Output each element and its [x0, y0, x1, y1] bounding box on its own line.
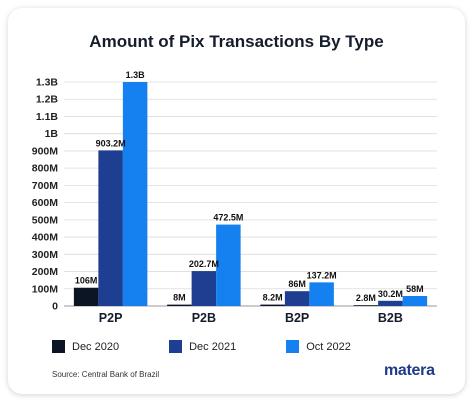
bar-value-label: 903.2M — [96, 138, 126, 148]
y-tick-label: 400M — [32, 232, 59, 244]
bar-value-label: 106M — [75, 276, 98, 286]
bar — [378, 300, 403, 306]
bar — [167, 304, 192, 306]
x-category-label: P2B — [192, 311, 216, 325]
y-tick-label: 1.2B — [36, 94, 59, 106]
bar — [73, 287, 99, 306]
y-tick-label: 200M — [32, 266, 59, 278]
legend-swatch — [286, 340, 300, 353]
x-category-label: B2P — [285, 311, 309, 325]
y-tick-label: 700M — [32, 180, 59, 192]
legend-label: Dec 2021 — [189, 340, 237, 353]
bar — [216, 224, 241, 306]
bar-value-label: 202.7M — [189, 259, 219, 269]
legend-swatch — [169, 340, 183, 353]
chart-legend: Dec 2020 Dec 2021 Oct 2022 — [52, 340, 351, 353]
bar-value-label: 8.2M — [263, 293, 283, 303]
y-tick-label: 600M — [32, 197, 59, 209]
source-note: Source: Central Bank of Brazil — [52, 370, 160, 379]
y-tick-label: 500M — [32, 214, 59, 226]
bar-value-label: 2.8M — [356, 293, 376, 303]
bar-value-label: 472.5M — [213, 213, 243, 223]
legend-item: Oct 2022 — [286, 340, 351, 353]
bar — [402, 296, 428, 306]
x-category-label: B2B — [378, 311, 403, 325]
legend-item: Dec 2020 — [52, 340, 119, 353]
bar-value-label: 8M — [173, 293, 186, 303]
y-tick-label: 100M — [32, 283, 59, 295]
chart-card — [8, 8, 465, 394]
brand-logo: matera — [384, 362, 435, 379]
y-tick-label: 0 — [52, 301, 58, 313]
bar-value-label: 86M — [288, 279, 306, 289]
bar — [353, 305, 379, 306]
y-tick-label: 1B — [45, 128, 59, 140]
bar — [98, 150, 123, 306]
y-tick-label: 1.3B — [36, 77, 59, 89]
bar — [309, 282, 334, 306]
legend-label: Dec 2020 — [72, 340, 120, 353]
legend-item: Dec 2021 — [169, 340, 236, 353]
bar-value-label: 58M — [406, 284, 424, 294]
legend-swatch — [52, 340, 65, 353]
bar — [260, 304, 285, 306]
x-category-label: P2P — [99, 311, 123, 325]
y-tick-label: 800M — [32, 163, 59, 175]
bar-value-label: 30.2M — [378, 289, 403, 299]
chart-title: Amount of Pix Transactions By Type — [89, 32, 384, 51]
bar-value-label: 1.3B — [126, 70, 146, 80]
bar — [191, 271, 217, 306]
y-tick-label: 300M — [32, 249, 59, 261]
bar-value-label: 137.2M — [307, 270, 337, 280]
legend-label: Oct 2022 — [306, 340, 351, 353]
bar — [122, 82, 148, 306]
y-tick-label: 1.1B — [36, 111, 59, 123]
bar — [284, 291, 310, 306]
y-tick-label: 900M — [32, 145, 59, 157]
